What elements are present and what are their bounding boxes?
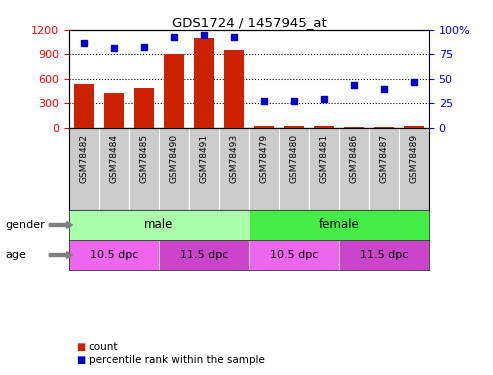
Text: GSM78493: GSM78493 <box>229 134 239 183</box>
Bar <box>134 88 154 128</box>
Bar <box>309 128 339 210</box>
Point <box>230 34 238 40</box>
Title: GDS1724 / 1457945_at: GDS1724 / 1457945_at <box>172 16 326 29</box>
Text: female: female <box>318 219 359 231</box>
Text: 11.5 dpc: 11.5 dpc <box>180 250 228 260</box>
Bar <box>219 128 249 210</box>
Bar <box>254 126 274 128</box>
Bar <box>249 210 429 240</box>
Text: GSM78480: GSM78480 <box>289 134 298 183</box>
Bar <box>159 128 189 210</box>
Bar <box>159 240 249 270</box>
Bar <box>104 93 124 128</box>
Text: GSM78485: GSM78485 <box>140 134 148 183</box>
Text: ■: ■ <box>76 342 86 352</box>
Text: age: age <box>5 250 26 260</box>
Point <box>80 40 88 46</box>
Point <box>410 79 418 85</box>
Bar <box>189 128 219 210</box>
Text: count: count <box>89 342 118 352</box>
Bar <box>374 127 394 128</box>
Text: gender: gender <box>5 220 45 230</box>
Bar <box>129 128 159 210</box>
Text: GSM78484: GSM78484 <box>109 134 118 183</box>
Text: 11.5 dpc: 11.5 dpc <box>360 250 408 260</box>
Bar <box>249 240 339 270</box>
Bar <box>399 128 429 210</box>
Point <box>380 87 388 93</box>
Point <box>290 98 298 104</box>
Point <box>200 32 208 38</box>
Bar <box>369 128 399 210</box>
Bar <box>339 240 429 270</box>
Bar <box>99 128 129 210</box>
Point <box>260 98 268 104</box>
Bar <box>284 126 304 128</box>
Bar <box>339 128 369 210</box>
Text: 10.5 dpc: 10.5 dpc <box>90 250 138 260</box>
Bar <box>279 128 309 210</box>
Bar <box>69 240 159 270</box>
Text: 10.5 dpc: 10.5 dpc <box>270 250 318 260</box>
Text: GSM78482: GSM78482 <box>79 134 89 183</box>
Point <box>350 82 358 88</box>
Text: ■: ■ <box>76 355 86 365</box>
Point <box>110 45 118 51</box>
Bar <box>74 84 94 128</box>
Point <box>170 34 178 40</box>
Bar <box>69 128 99 210</box>
Text: percentile rank within the sample: percentile rank within the sample <box>89 355 265 365</box>
Point <box>320 96 328 102</box>
Text: GSM78491: GSM78491 <box>200 134 209 183</box>
Point <box>140 44 148 50</box>
Text: GSM78490: GSM78490 <box>170 134 178 183</box>
Bar <box>69 210 249 240</box>
Text: GSM78479: GSM78479 <box>259 134 269 183</box>
Bar <box>404 126 423 128</box>
Bar <box>224 50 244 128</box>
Bar <box>249 128 279 210</box>
Text: GSM78486: GSM78486 <box>350 134 358 183</box>
Text: male: male <box>144 219 174 231</box>
Bar <box>344 126 364 128</box>
Text: GSM78487: GSM78487 <box>380 134 388 183</box>
Bar <box>314 126 334 128</box>
Text: GSM78481: GSM78481 <box>319 134 328 183</box>
Bar <box>194 38 214 128</box>
Text: GSM78489: GSM78489 <box>409 134 419 183</box>
Bar <box>164 54 184 128</box>
